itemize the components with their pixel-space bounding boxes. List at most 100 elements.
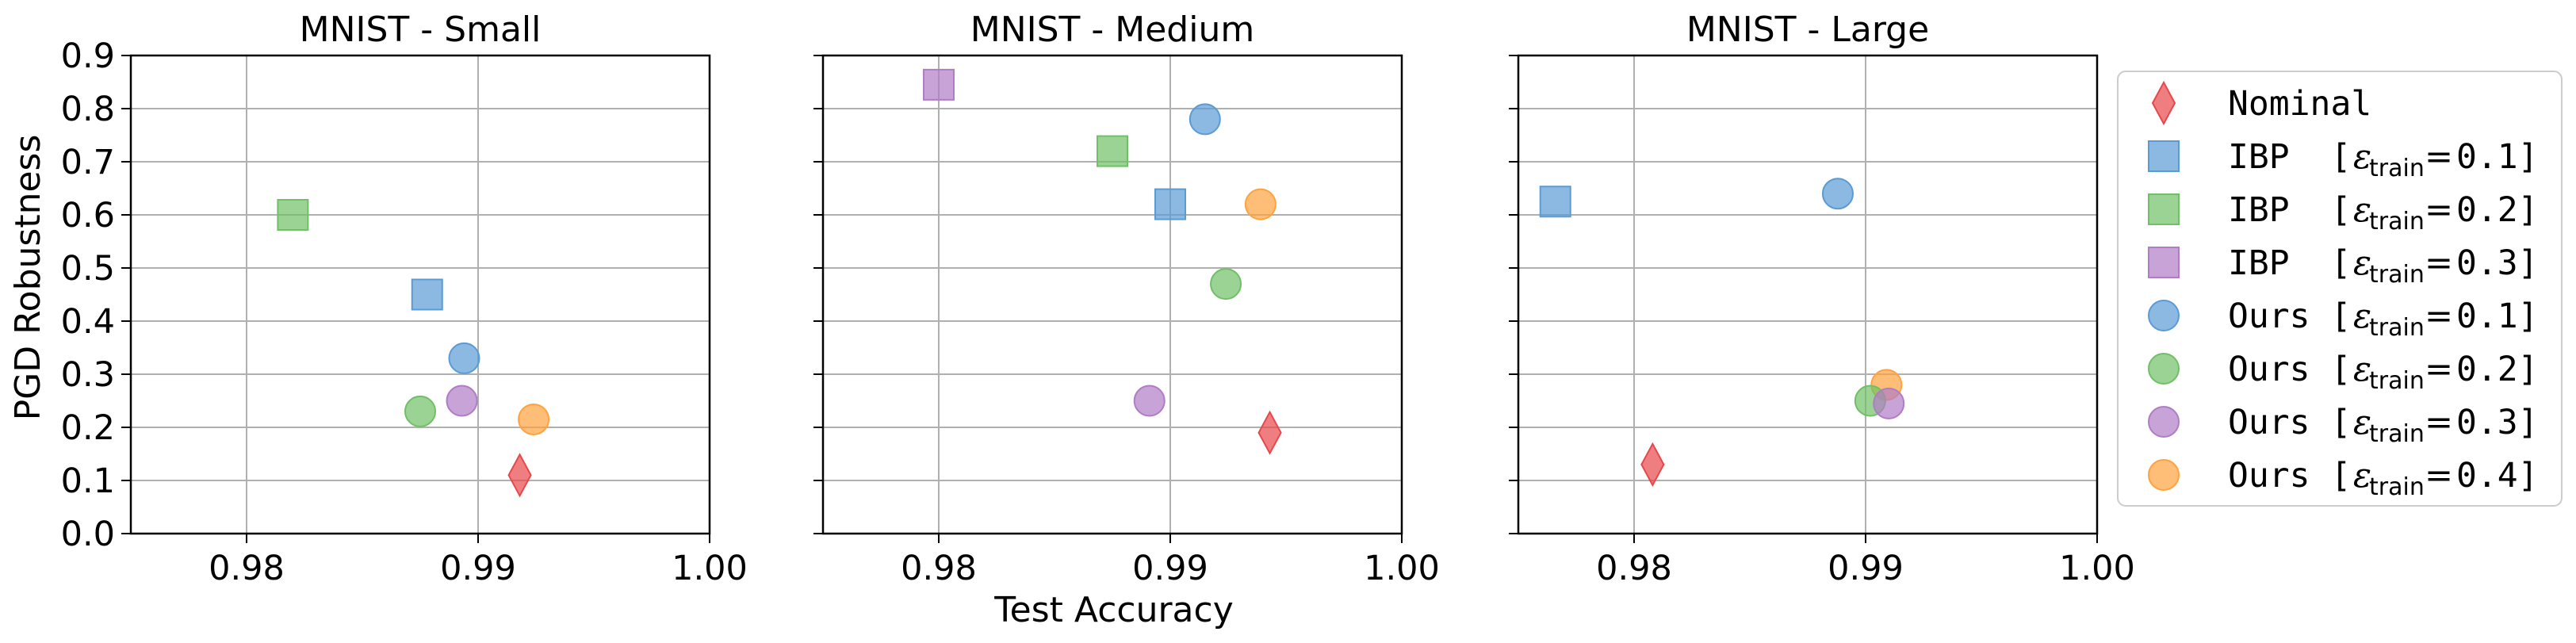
legend-epsilon: ε bbox=[2353, 403, 2371, 442]
legend-label: IBP [ bbox=[2228, 243, 2351, 283]
legend-eps-value: 0.3] bbox=[2456, 243, 2539, 283]
x-tick-label: 0.99 bbox=[1828, 549, 1904, 588]
data-point-ibp_0.3 bbox=[923, 68, 955, 101]
legend-marker-nominal bbox=[2151, 80, 2176, 126]
data-point-ibp_0.1 bbox=[1539, 186, 1571, 218]
data-point-ours_0.1 bbox=[448, 342, 480, 374]
legend-epsilon: ε bbox=[2353, 137, 2371, 177]
legend-eps-value: 0.1] bbox=[2456, 137, 2539, 177]
legend-marker-ibp_0.2 bbox=[2148, 193, 2180, 225]
legend-label: IBP [ bbox=[2228, 190, 2351, 230]
x-tick-label: 0.99 bbox=[440, 549, 516, 588]
y-tick-label: 0.5 bbox=[61, 249, 115, 289]
legend-equals: = bbox=[2425, 137, 2453, 177]
legend-equals: = bbox=[2425, 297, 2453, 336]
legend-equals: = bbox=[2425, 243, 2453, 283]
y-tick-label: 0.0 bbox=[61, 515, 115, 554]
legend-epsilon: ε bbox=[2353, 190, 2371, 230]
legend-equals: = bbox=[2425, 350, 2453, 389]
legend-label: Nominal bbox=[2228, 84, 2371, 124]
legend-label: Ours [ bbox=[2228, 350, 2351, 389]
data-point-ours_0.1 bbox=[1821, 178, 1854, 210]
legend-subscript: train bbox=[2369, 367, 2425, 395]
legend-equals: = bbox=[2425, 403, 2453, 442]
plot-frame bbox=[129, 54, 711, 535]
legend-subscript: train bbox=[2369, 314, 2425, 342]
y-tick-label: 0.8 bbox=[61, 90, 115, 129]
legend-equals: = bbox=[2425, 190, 2453, 230]
legend-marker-ibp_0.3 bbox=[2148, 247, 2180, 278]
panel-1: MNIST - Small 0.0 0.1 0.2 0.3 0.4 0.5 0.6 0.7 0.8… bbox=[61, 10, 748, 588]
y-tick-label: 0.4 bbox=[61, 302, 115, 342]
plot-frame bbox=[821, 54, 1403, 535]
x-tick-label: 0.98 bbox=[209, 549, 285, 588]
panel-2: MNIST - Medium 0.98 0.99 1.00 bbox=[813, 10, 1440, 588]
legend-eps-value: 0.1] bbox=[2456, 297, 2539, 336]
legend-marker-ours_0.2 bbox=[2148, 353, 2180, 385]
x-tick-label: 0.98 bbox=[901, 549, 977, 588]
legend-eps-value: 0.2] bbox=[2456, 350, 2539, 389]
data-point-ours_0.2 bbox=[404, 395, 436, 427]
data-point-ours_0.3 bbox=[1873, 387, 1905, 419]
legend-equals: = bbox=[2425, 456, 2453, 496]
legend-label: Ours [ bbox=[2228, 297, 2351, 336]
legend-label: Ours [ bbox=[2228, 456, 2351, 496]
panel-title: MNIST - Large bbox=[1686, 10, 1929, 50]
legend-box bbox=[2117, 71, 2563, 507]
y-tick-label: 0.9 bbox=[61, 36, 115, 76]
legend-epsilon: ε bbox=[2353, 456, 2371, 496]
data-point-nominal bbox=[1257, 410, 1282, 455]
legend-subscript: train bbox=[2369, 420, 2425, 448]
plot-frame bbox=[1517, 54, 2099, 535]
y-tick-label: 0.1 bbox=[61, 461, 115, 501]
legend-eps-value: 0.2] bbox=[2456, 190, 2539, 230]
y-axis-label: PGD Robustness bbox=[8, 135, 48, 421]
legend-subscript: train bbox=[2369, 473, 2425, 501]
legend-marker-ours_0.3 bbox=[2148, 406, 2180, 438]
legend-entry-nominal: Nominal bbox=[2151, 80, 2371, 126]
legend-marker-ours_0.4 bbox=[2148, 459, 2180, 491]
legend-subscript: train bbox=[2369, 155, 2425, 182]
x-tick-label: 1.00 bbox=[672, 549, 748, 588]
data-point-nominal bbox=[507, 453, 532, 498]
legend-eps-value: 0.3] bbox=[2456, 403, 2539, 442]
x-tick-label: 0.98 bbox=[1596, 549, 1672, 588]
legend-epsilon: ε bbox=[2353, 297, 2371, 336]
y-tick-label: 0.7 bbox=[61, 143, 115, 182]
x-tick-label: 0.99 bbox=[1132, 549, 1208, 588]
legend-subscript: train bbox=[2369, 208, 2425, 235]
x-axis-label: Test Accuracy bbox=[993, 590, 1234, 630]
data-point-ours_0.2 bbox=[1210, 268, 1242, 300]
x-tick-label: 1.00 bbox=[2059, 549, 2135, 588]
data-point-ours_0.1 bbox=[1188, 103, 1221, 136]
legend-epsilon: ε bbox=[2353, 350, 2371, 389]
data-point-ours_0.3 bbox=[1133, 385, 1166, 417]
panel-title: MNIST - Small bbox=[300, 10, 542, 50]
legend-marker-ibp_0.1 bbox=[2148, 140, 2180, 172]
legend-label: Ours [ bbox=[2228, 403, 2351, 442]
legend-epsilon: ε bbox=[2353, 243, 2371, 283]
legend-label: IBP [ bbox=[2228, 137, 2351, 177]
y-tick-label: 0.2 bbox=[61, 408, 115, 448]
data-point-ibp_0.2 bbox=[1097, 135, 1128, 167]
data-point-ibp_0.1 bbox=[411, 278, 443, 311]
panel-3: MNIST - Large 0.98 0.99 1.00 bbox=[1509, 10, 2135, 588]
data-point-ours_0.4 bbox=[518, 403, 550, 435]
legend-subscript: train bbox=[2369, 261, 2425, 289]
data-point-ibp_0.1 bbox=[1154, 188, 1186, 220]
legend-eps-value: 0.4] bbox=[2456, 456, 2539, 496]
panels: MNIST - Small 0.0 0.1 0.2 0.3 0.4 0.5 0.6 0.7 0.8… bbox=[61, 10, 2135, 588]
data-point-ours_0.3 bbox=[446, 385, 478, 417]
y-tick-label: 0.6 bbox=[61, 196, 115, 235]
y-tick-label: 0.3 bbox=[61, 355, 115, 395]
data-point-nominal bbox=[1640, 442, 1665, 488]
x-tick-label: 1.00 bbox=[1364, 549, 1440, 588]
